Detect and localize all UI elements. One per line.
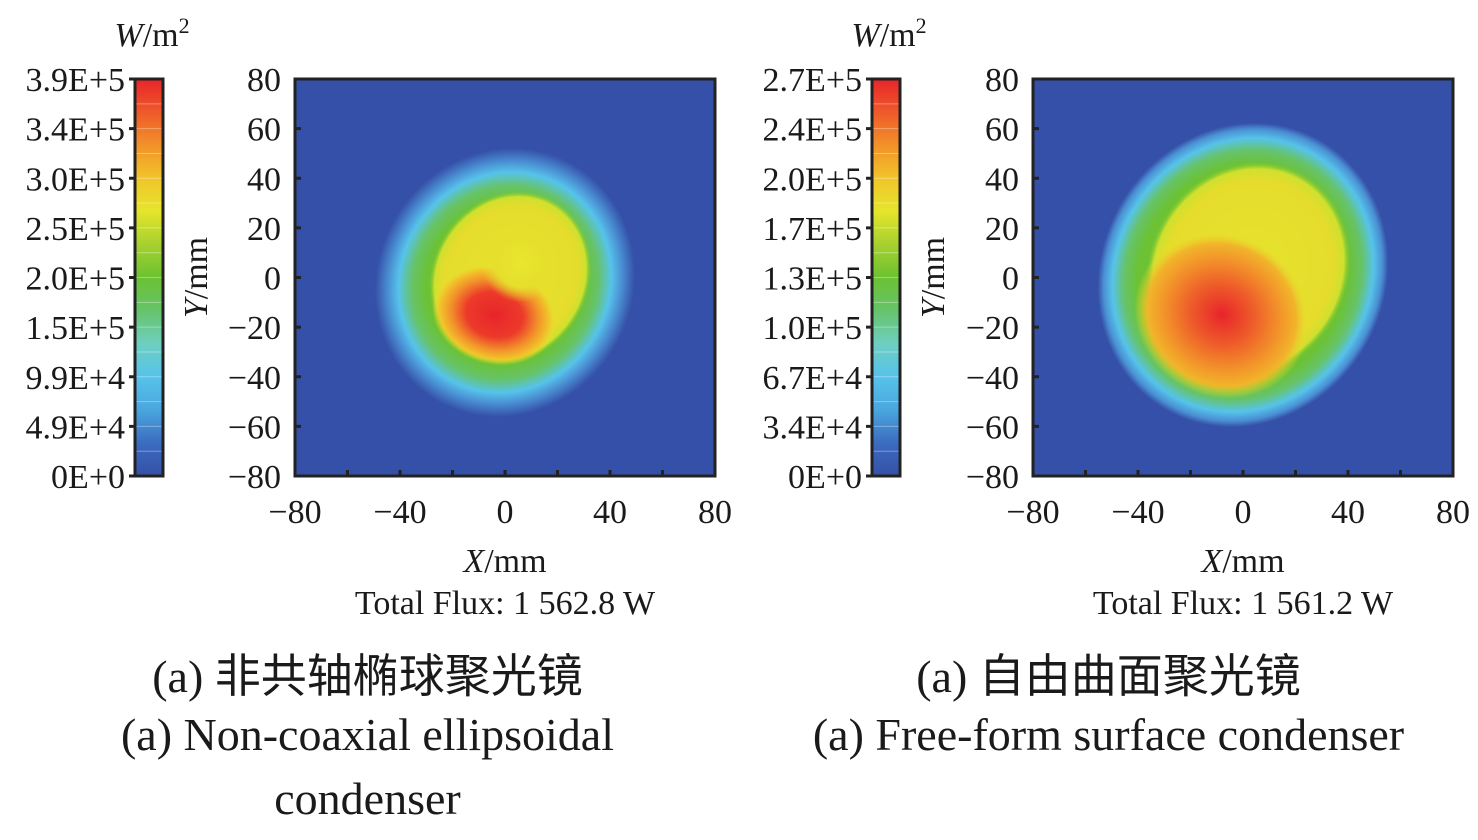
y-tick-label: −40	[966, 360, 1019, 397]
total-flux-label: Total Flux: 1 561.2 W	[1092, 585, 1394, 622]
y-tick-label: 80	[985, 62, 1019, 99]
y-tick-label: −80	[228, 459, 281, 496]
x-tick-label: 0	[1235, 494, 1252, 531]
heatmap-spot	[1097, 122, 1389, 428]
colorbar-tick-label: 4.9E+4	[26, 409, 125, 446]
colorbar-tick-label: 3.9E+5	[26, 62, 125, 99]
panel-non-coaxial: 3.9E+5 3.4E+5 3.0E+5 2.5E+5 2.0E+5 1.5E+5 9.9E…	[26, 13, 732, 824]
y-tick-label: 0	[264, 261, 281, 298]
caption-chinese: (a) 非共轴椭球聚光镜	[152, 651, 583, 702]
y-tick-label: 0	[1002, 261, 1019, 298]
colorbar-tick-label: 2.0E+5	[763, 161, 862, 198]
colorbar-tick-label: 6.7E+4	[763, 360, 862, 397]
y-tick-label: 60	[985, 112, 1019, 149]
colorbar-tick-label: 2.4E+5	[763, 112, 862, 149]
colorbar-tick-label: 0E+0	[51, 459, 125, 496]
panel-free-form: 2.7E+5 2.4E+5 2.0E+5 1.7E+5 1.3E+5 1.0E+5 6.7E…	[739, 0, 1478, 840]
x-tick-label: 40	[1331, 494, 1365, 531]
colorbar-tick-label: 2.7E+5	[763, 62, 862, 99]
y-tick-label: −60	[966, 409, 1019, 446]
caption-english-line1: (a) Free-form surface condenser	[812, 709, 1405, 760]
colorbar-tick-label: 2.0E+5	[26, 261, 125, 298]
y-tick-label: 20	[247, 211, 281, 248]
colorbar	[135, 79, 163, 476]
colorbar-tick-label: 2.5E+5	[26, 211, 125, 248]
y-axis-title: Y/mm	[915, 237, 952, 318]
y-tick-label: −60	[228, 409, 281, 446]
x-tick-label: −40	[1111, 494, 1164, 531]
y-axis-title: Y/mm	[178, 237, 215, 318]
y-tick-label: 60	[247, 112, 281, 149]
y-tick-label: 40	[247, 161, 281, 198]
y-tick-label: −80	[966, 459, 1019, 496]
x-tick-label: −40	[373, 494, 426, 531]
colorbar-tick-label: 3.4E+4	[763, 409, 862, 446]
colorbar	[872, 79, 900, 476]
x-tick-label: −80	[1006, 494, 1059, 531]
flux-chart-free-form: 2.7E+5 2.4E+5 2.0E+5 1.7E+5 1.3E+5 1.0E+5 6.7E…	[763, 13, 1470, 580]
heatmap-spot	[375, 148, 635, 417]
colorbar-tick-label: 1.0E+5	[763, 310, 862, 347]
heatmap-hotspot	[1134, 230, 1310, 399]
colorbar-tick-label: 1.7E+5	[763, 211, 862, 248]
x-tick-label: 80	[698, 494, 732, 531]
y-tick-label: −20	[228, 310, 281, 347]
x-axis-title: X/mm	[1199, 543, 1284, 580]
x-tick-label: −80	[268, 494, 321, 531]
total-flux-label: Total Flux: 1 562.8 W	[354, 585, 656, 622]
colorbar-tick-label: 3.0E+5	[26, 161, 125, 198]
colorbar-tick-label: 1.3E+5	[763, 261, 862, 298]
y-tick-label: 80	[247, 62, 281, 99]
colorbar-unit-label: W/m2	[114, 13, 189, 54]
flux-chart-non-coaxial: 3.9E+5 3.4E+5 3.0E+5 2.5E+5 2.0E+5 1.5E+5 9.9E…	[26, 13, 732, 580]
x-axis-title: X/mm	[461, 543, 546, 580]
colorbar-tick-label: 3.4E+5	[26, 112, 125, 149]
caption-english-line2: condenser	[274, 773, 461, 824]
y-tick-label: 40	[985, 161, 1019, 198]
colorbar-tick-label: 0E+0	[788, 459, 862, 496]
y-tick-label: −40	[228, 360, 281, 397]
heatmap-core-highlight	[481, 222, 561, 303]
colorbar-tick-label: 9.9E+4	[26, 360, 125, 397]
y-tick-label: −20	[966, 310, 1019, 347]
x-tick-label: 0	[497, 494, 514, 531]
colorbar-unit-label: W/m2	[851, 13, 926, 54]
x-tick-label: 80	[1436, 494, 1470, 531]
x-tick-label: 40	[593, 494, 627, 531]
caption-chinese: (a) 自由曲面聚光镜	[916, 651, 1301, 702]
y-tick-label: 20	[985, 211, 1019, 248]
colorbar-tick-label: 1.5E+5	[26, 310, 125, 347]
caption-english-line1: (a) Non-coaxial ellipsoidal	[120, 709, 615, 760]
